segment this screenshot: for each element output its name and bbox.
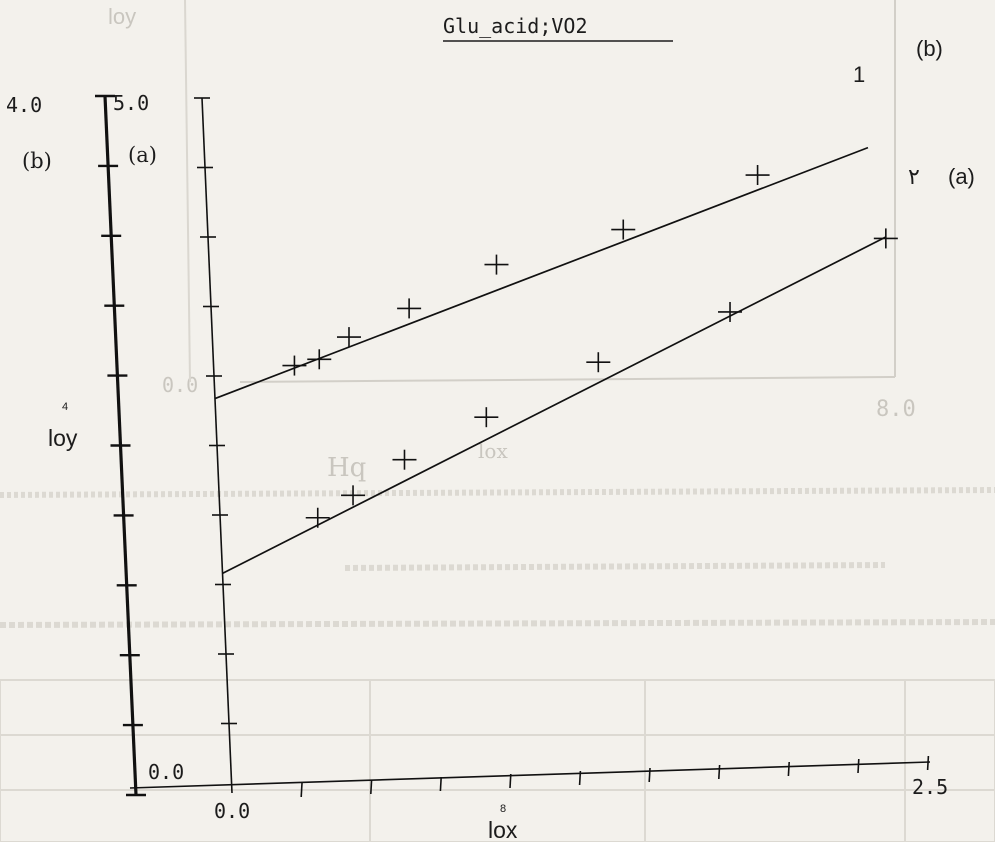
series-1-point <box>282 355 307 376</box>
series-1-name: 1 <box>853 62 865 87</box>
y-axis-b-max-label: 4.0 <box>6 93 42 117</box>
y-axis-title: loy <box>48 425 78 451</box>
series-2-point <box>718 301 743 322</box>
x-axis-title: lox <box>488 817 518 842</box>
ghost-text: loy <box>108 4 136 29</box>
x-axis-tick <box>300 782 303 798</box>
x-axis-tick <box>787 761 790 777</box>
series-1-point <box>745 165 770 186</box>
series-2-point <box>586 352 611 373</box>
ghost-table <box>0 679 995 842</box>
series-1-point <box>484 254 509 275</box>
x-axis-min-label: 0.0 <box>214 799 250 823</box>
y-axis-a: 5.0 (a) 0.0 <box>113 91 237 794</box>
x-axis-tick <box>926 755 930 771</box>
series-2-fit-line <box>222 236 887 575</box>
ghost-text-line <box>0 619 995 628</box>
y-axis-b-tag: (b) <box>22 149 52 173</box>
x-axis-exponent: 8 <box>500 803 506 815</box>
y-axis-exponent: 4 <box>62 401 68 413</box>
series-2-point <box>341 485 366 506</box>
x-axis-tick <box>718 764 721 780</box>
x-axis-line <box>129 761 931 789</box>
ghost-text-line <box>344 562 886 571</box>
series-1-point <box>336 327 361 348</box>
data-points <box>282 165 898 528</box>
ghost-text-line <box>0 487 995 498</box>
series-1-point <box>307 349 332 370</box>
series-2-point <box>474 407 499 428</box>
y-axis-a-tag: (a) <box>128 143 157 167</box>
series-2-point <box>873 228 898 249</box>
x-axis-tick <box>857 758 860 774</box>
fit-lines <box>214 146 887 575</box>
ghost-text: Hq <box>327 453 366 483</box>
series-1-point <box>397 298 422 319</box>
y-axis-b: 4.0 (b) <box>6 93 146 797</box>
ghost-axis <box>239 376 896 383</box>
series-2-point <box>305 507 330 528</box>
ghost-text: 0.0 <box>162 373 198 397</box>
x-axis-tick <box>578 770 582 786</box>
series-2-tag: (a) <box>948 164 975 189</box>
series-1-fit-line <box>214 146 869 400</box>
x-axis-tick <box>509 773 512 789</box>
x-axis-tick <box>648 767 651 783</box>
x-axis-max-label: 2.5 <box>912 775 948 799</box>
x-axis: 0.0 2.5 <box>129 755 948 823</box>
y-axis-a-max-label: 5.0 <box>113 91 149 115</box>
series-2-name: ۲ <box>908 164 920 189</box>
series-2-point <box>392 449 417 470</box>
x-axis-tick <box>439 776 442 792</box>
series-1-tag: (b) <box>916 36 943 61</box>
series-1-point <box>611 219 636 240</box>
ghost-text: 8.0 <box>876 397 916 422</box>
ghost-axis <box>184 0 191 383</box>
y-axis-a-min-label: 0.0 <box>148 760 184 784</box>
ghost-text: lox <box>478 439 508 463</box>
x-axis-tick <box>370 779 373 795</box>
chart-title: Glu_acid;VO2 <box>443 14 588 38</box>
